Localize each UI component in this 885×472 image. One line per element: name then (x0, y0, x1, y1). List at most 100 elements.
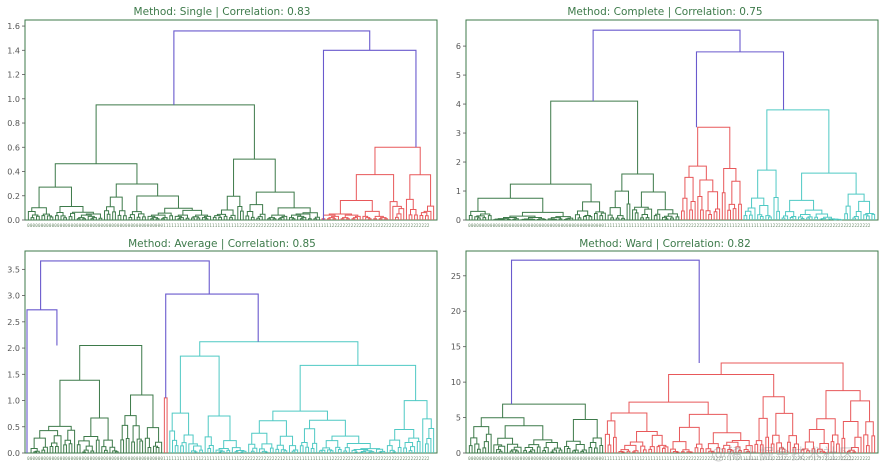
leaf-label: 2 (348, 456, 351, 461)
leaf-label: 0 (601, 223, 604, 228)
leaf-label: 1 (196, 223, 199, 228)
leaf-label: 2 (688, 223, 691, 228)
dendrogram-link (747, 207, 756, 220)
leaf-label: 0 (87, 223, 90, 228)
leaf-label: 0 (149, 456, 152, 461)
leaf-label: 2 (724, 223, 727, 228)
leaf-label: 2 (383, 456, 386, 461)
dendrogram-link (686, 451, 692, 453)
leaf-label: 1 (620, 456, 623, 461)
leaf-label: 1 (231, 223, 234, 228)
dendrogram-link (477, 448, 481, 453)
dendrogram-link (728, 203, 736, 211)
dendrogram-link (690, 201, 696, 220)
dendrogram-link (588, 447, 593, 453)
leaf-label: 0 (114, 223, 117, 228)
leaf-label: 2 (345, 223, 348, 228)
leaf-label: 1 (315, 223, 318, 228)
leaf-label: 0 (522, 456, 525, 461)
leaf-label: 1 (188, 456, 191, 461)
y-tick-label: 0.8 (7, 119, 20, 128)
leaf-label: 0 (533, 223, 536, 228)
leaf-label: 2 (702, 223, 705, 228)
y-tick-label: 5 (456, 71, 461, 80)
dendrogram-link (398, 208, 405, 220)
leaf-label: 0 (577, 456, 580, 461)
leaf-label: 0 (62, 223, 65, 228)
y-tick-label: 2.5 (7, 318, 20, 327)
dendrogram-link (230, 214, 236, 220)
dendrogram-single: Method: Single | Correlation: 0.83 0.0 0.… (0, 0, 442, 236)
leaf-label: 2 (718, 456, 721, 461)
dendrogram-link (280, 449, 286, 453)
leaf-label: 2 (296, 456, 299, 461)
dendrogram-link (155, 218, 160, 220)
leaf-label: 2 (424, 223, 427, 228)
dendrogram-link (754, 443, 759, 453)
leaf-label: 0 (528, 223, 531, 228)
dendrogram-link (558, 218, 563, 220)
dendrogram-link (340, 218, 345, 220)
dendrogram-link (257, 216, 263, 220)
dendrogram-top-link (592, 29, 741, 102)
leaf-label: 0 (103, 456, 106, 461)
leaf-label: 0 (590, 223, 593, 228)
leaf-label: 1 (288, 456, 291, 461)
leaf-label: 1 (661, 456, 664, 461)
leaf-label: 2 (370, 456, 373, 461)
dendrogram-link (103, 439, 113, 448)
leaf-label: 0 (498, 456, 501, 461)
dendrogram-link (851, 446, 859, 453)
dendrogram-link (180, 445, 184, 453)
y-tick-label: 1 (456, 187, 461, 196)
dendrogram-link (80, 214, 92, 218)
leaf-label: 1 (748, 456, 751, 461)
leaf-label: 1 (669, 223, 672, 228)
leaf-label: 2 (680, 223, 683, 228)
leaf-label: 0 (525, 456, 528, 461)
dendrogram-link (76, 218, 81, 220)
dendrogram-link (640, 445, 646, 453)
dendrogram-link (380, 217, 387, 219)
leaf-label: 1 (765, 456, 768, 461)
leaf-label: 2 (716, 223, 719, 228)
dendrogram-link (267, 218, 271, 220)
leaf-label: 2 (841, 456, 844, 461)
leaf-label: 2 (266, 223, 269, 228)
leaf-label: 2 (381, 223, 384, 228)
dendrogram-link (281, 215, 288, 220)
y-tick-label: 25 (451, 272, 461, 281)
leaf-label: 2 (337, 223, 340, 228)
dendrogram-link (245, 215, 250, 220)
leaf-label: 2 (816, 456, 819, 461)
leaf-label: 1 (204, 223, 207, 228)
leaf-label: 0 (533, 456, 536, 461)
leaf-label: 2 (253, 223, 256, 228)
dendrogram-link (318, 450, 323, 453)
leaf-label: 2 (860, 223, 863, 228)
leaf-label: 2 (713, 456, 716, 461)
leaf-label: 1 (288, 223, 291, 228)
dendrogram-link (697, 126, 731, 169)
dendrogram-link (710, 451, 715, 453)
dendrogram-link (426, 437, 432, 453)
dendrogram-link (468, 445, 473, 453)
dendrogram-link (364, 210, 380, 217)
dendrogram-link (226, 449, 231, 453)
leaf-label: 2 (392, 223, 395, 228)
dendrogram-link (342, 217, 349, 219)
dendrogram-link (513, 446, 522, 453)
leaf-label: 2 (283, 456, 286, 461)
dendrogram-link (359, 451, 364, 453)
dendrogram-link (76, 444, 81, 453)
dendrogram-link (865, 421, 874, 436)
leaf-label: 1 (204, 456, 207, 461)
leaf-label: 2 (386, 223, 389, 228)
dendrogram-link (657, 209, 674, 215)
leaf-label: 0 (144, 456, 147, 461)
leaf-label: 0 (101, 456, 104, 461)
dendrogram-link (397, 446, 402, 453)
leaf-label: 0 (68, 456, 71, 461)
leaf-label: 1 (604, 223, 607, 228)
leaf-label: 2 (702, 456, 705, 461)
